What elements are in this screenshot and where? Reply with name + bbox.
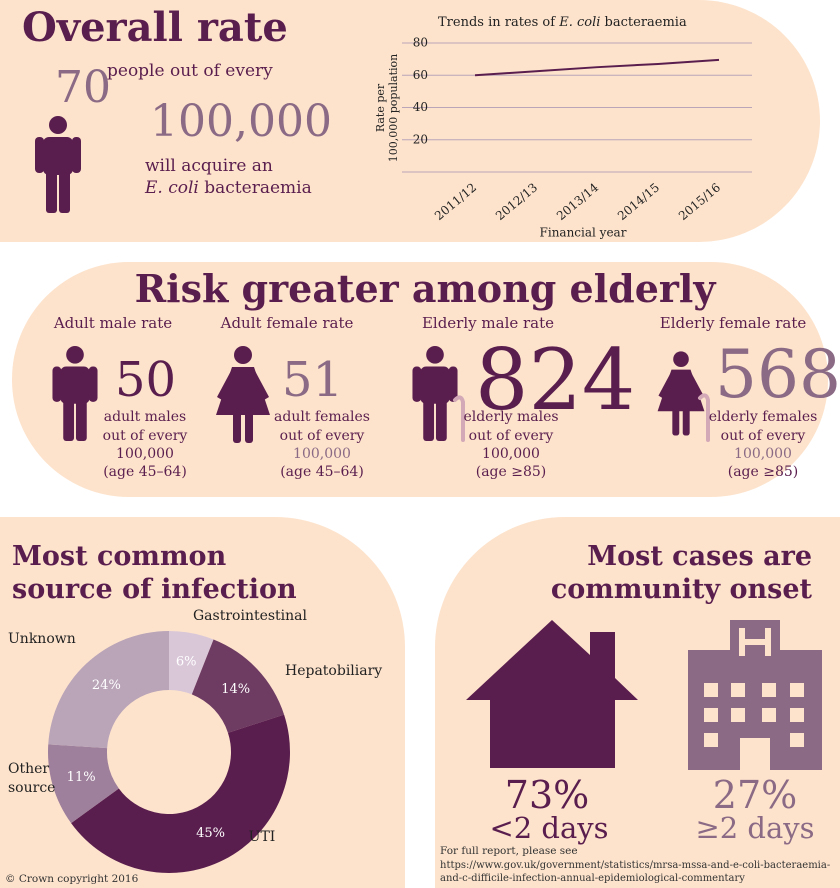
who: elderly males [463,409,559,425]
x-tick-label: 2012/13 [493,180,540,223]
text: people out of every [107,61,273,81]
share: 27% [712,773,798,817]
population: 100,000 [116,446,174,462]
section-title: community onset [550,574,812,605]
x-axis-label: Financial year [540,226,627,240]
rate: 50 [115,352,177,408]
disease: bacteraemia [204,178,312,198]
period: ≥2 days [695,811,815,845]
category-label-text: UTI [248,829,276,845]
overall-panel [0,0,820,242]
donut-segment [169,630,214,695]
y-tick-label: 80 [413,36,428,50]
line [474,58,720,77]
category-label-text: Hepatobiliary [285,663,383,679]
category-label: Hepatobiliary [285,663,383,679]
who: adult males [103,409,187,425]
period: <2 days [489,811,609,845]
x-tick-label: 2011/12 [432,180,479,223]
y-axis-label: Rate per [374,83,387,132]
y-tick-label: 20 [413,132,428,146]
rate: 824 [475,331,636,429]
section-title: source of infection [12,574,297,605]
out-of: out of every [468,428,554,444]
rate: 568 [715,336,840,413]
category-label: Unknown [8,631,76,647]
report-url: https://www.gov.uk/government/statistics… [440,860,831,884]
population: 100,000 [482,446,540,462]
value-label: 6% [176,655,197,670]
x-tick-label: 2014/15 [615,180,662,223]
y-tick-label: 60 [413,68,428,82]
group-label: Elderly male rate [421,314,555,332]
category-label-text: Unknown [8,631,76,647]
donut-segment [71,714,290,873]
value-label: 11% [67,770,96,785]
y-axis-label: 100,000 population [387,54,400,163]
hospital-icon [688,620,822,770]
cane [453,395,465,442]
y-tick-label: 40 [413,100,428,114]
section-title: Risk greater among elderly [134,266,716,311]
group-label: Elderly female rate [659,314,807,332]
who: elderly females [708,409,818,425]
out-of: out of every [279,428,365,444]
text: will acquire an [145,156,273,176]
count: 70 [55,62,111,113]
value-label: 14% [221,682,250,697]
age: (age ≥85) [727,464,799,480]
age: (age ≥85) [475,464,547,480]
who: adult females [274,409,370,425]
donut-segment [48,744,119,824]
x-tick-label: 2013/14 [554,180,601,223]
house-icon [466,620,638,768]
category-label: Gastrointestinal [193,608,307,624]
organism: E. coli [145,178,199,198]
cane [698,393,710,442]
share: 73% [504,773,590,817]
out-of: out of every [720,428,806,444]
rate: 51 [282,352,344,408]
age: (age 45–64) [103,464,187,480]
out-of: out of every [102,428,188,444]
title-part: bacteraemia [605,15,687,30]
copyright: © Crown copyright 2016 [5,873,139,885]
population: 100,000 [293,446,351,462]
x-tick-label: 2015/16 [676,180,723,223]
canes [453,393,710,442]
population: 100,000 [734,446,792,462]
donut-segment [191,639,285,733]
title-part: E. coli [558,15,600,30]
category-label: Other source [8,761,56,796]
title-part: Trends in rates of [438,15,556,30]
group-label: Adult male rate [53,314,173,332]
group-label: Adult female rate [220,314,354,332]
donut-segment [48,631,169,749]
chart-title: Trends in rates of E. coli bacteraemia [438,15,687,30]
text: E. coli bacteraemia [145,180,312,197]
value-label: 24% [92,678,121,693]
category-label-text: Gastrointestinal [193,608,307,624]
population: 100,000 [150,96,332,147]
category-label-text: Other source [8,761,56,796]
category-label: UTI [248,829,276,845]
section-title: Most common [12,541,227,572]
section-title: Overall rate [22,4,288,51]
footnote: For full report, please see [440,845,578,857]
age: (age 45–64) [280,464,364,480]
value-label: 45% [196,826,225,841]
section-title: Most cases are [587,541,812,572]
